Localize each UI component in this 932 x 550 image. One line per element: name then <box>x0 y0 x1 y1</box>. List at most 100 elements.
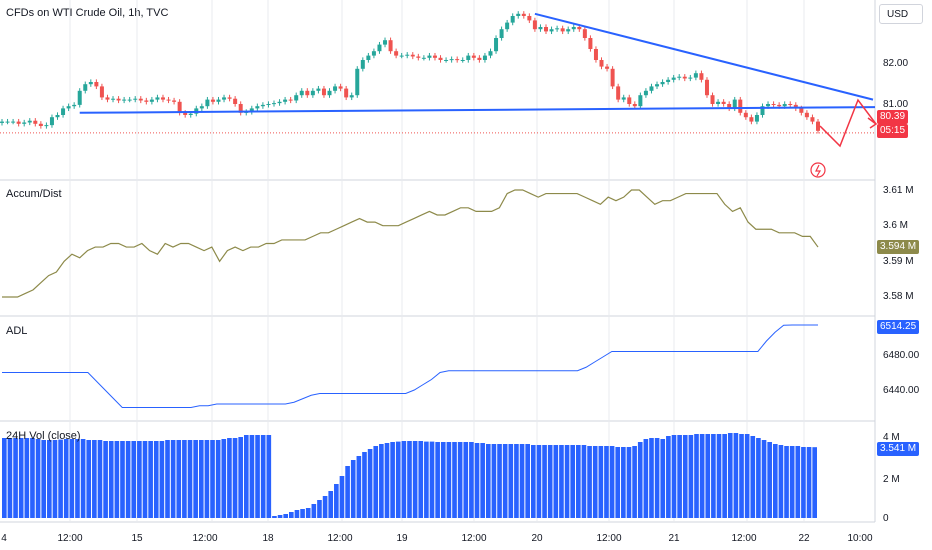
time-tick: 4 <box>1 533 7 544</box>
volume-bar <box>92 440 97 518</box>
candle <box>216 99 221 102</box>
volume-bar <box>390 442 395 518</box>
candle <box>521 13 526 16</box>
candle <box>222 97 227 100</box>
adl-tick: 6480.00 <box>883 350 920 361</box>
candle <box>505 22 510 30</box>
candle <box>344 88 349 98</box>
volume-bar <box>457 442 463 518</box>
candle <box>133 98 138 100</box>
volume-bar <box>35 439 41 518</box>
candle <box>766 104 771 107</box>
volume-bar <box>198 440 204 518</box>
time-tick: 12:00 <box>57 533 83 544</box>
candle <box>349 95 354 98</box>
candle <box>632 104 637 107</box>
volume-bar <box>52 440 58 518</box>
candle <box>88 82 93 85</box>
candle <box>155 97 160 100</box>
candle <box>383 40 388 45</box>
candle <box>627 97 632 104</box>
candle <box>399 55 404 57</box>
volume-bar <box>165 440 170 518</box>
candle <box>532 20 537 30</box>
vol-tick: 2 M <box>883 474 900 485</box>
candle <box>27 120 32 123</box>
volume-bar <box>677 435 682 518</box>
volume-bar <box>694 434 699 518</box>
time-tick: 18 <box>262 533 274 544</box>
volume-bar <box>643 439 649 518</box>
candle <box>138 98 143 101</box>
candle <box>471 55 476 58</box>
candle <box>710 95 715 104</box>
volume-bar <box>125 441 131 518</box>
volume-bar <box>474 443 480 518</box>
volume-bar <box>739 434 744 518</box>
candle <box>432 55 437 58</box>
candle <box>649 86 654 91</box>
volume-bar <box>176 440 182 518</box>
volume-bar <box>784 446 789 518</box>
trendline-resistance <box>534 12 874 101</box>
volume-bar <box>778 445 784 518</box>
candle <box>810 117 815 122</box>
candle <box>283 99 288 102</box>
candle <box>305 90 310 96</box>
candle <box>11 121 16 123</box>
volume-bar <box>570 445 576 518</box>
volume-bar <box>249 435 255 518</box>
candle <box>560 28 565 32</box>
volume-bar <box>480 443 485 518</box>
volume-bar <box>637 442 643 518</box>
candle <box>688 77 693 79</box>
candle <box>494 38 499 52</box>
candle <box>266 104 271 105</box>
volume-bar <box>193 440 198 518</box>
candle <box>49 117 54 126</box>
volume-bar <box>452 442 457 518</box>
candle <box>416 56 421 58</box>
volume-bar <box>114 441 120 518</box>
time-tick: 19 <box>396 533 408 544</box>
ad-tick: 3.61 M <box>883 185 914 196</box>
candle <box>249 108 254 112</box>
volume-bar <box>137 441 142 518</box>
volume-bar <box>210 440 215 518</box>
lightning-icon <box>815 164 822 177</box>
candle <box>682 76 687 79</box>
candle <box>338 86 343 89</box>
candle <box>660 82 665 85</box>
volume-bar <box>221 439 227 518</box>
candle <box>288 99 293 101</box>
volume-bar <box>401 441 407 518</box>
volume-bar <box>727 433 733 518</box>
volume-bar <box>514 444 519 518</box>
volume-bar <box>350 460 356 518</box>
candle <box>388 40 393 52</box>
candle <box>605 66 610 69</box>
volume-bar <box>328 491 334 518</box>
candle <box>321 88 326 96</box>
volume-bar <box>542 445 547 518</box>
adl-series <box>2 324 818 408</box>
volume-bar <box>170 440 176 518</box>
volume-bar <box>660 439 666 518</box>
volume-bar <box>424 441 429 518</box>
volume-bar <box>289 512 294 518</box>
chart-title: CFDs on WTI Crude Oil, 1h, TVC <box>6 7 169 19</box>
volume-bar <box>666 436 671 518</box>
currency-selector[interactable]: USD <box>879 4 923 24</box>
volume-bar <box>469 442 474 518</box>
candle <box>94 82 99 87</box>
volume-bar <box>238 437 243 518</box>
candle <box>44 125 49 127</box>
candle <box>544 27 548 32</box>
volume-bar <box>733 433 739 518</box>
candle <box>299 90 304 96</box>
volume-bar <box>283 514 289 518</box>
volume-bar <box>502 444 508 518</box>
candle <box>804 112 809 118</box>
volume-bar <box>142 441 148 518</box>
